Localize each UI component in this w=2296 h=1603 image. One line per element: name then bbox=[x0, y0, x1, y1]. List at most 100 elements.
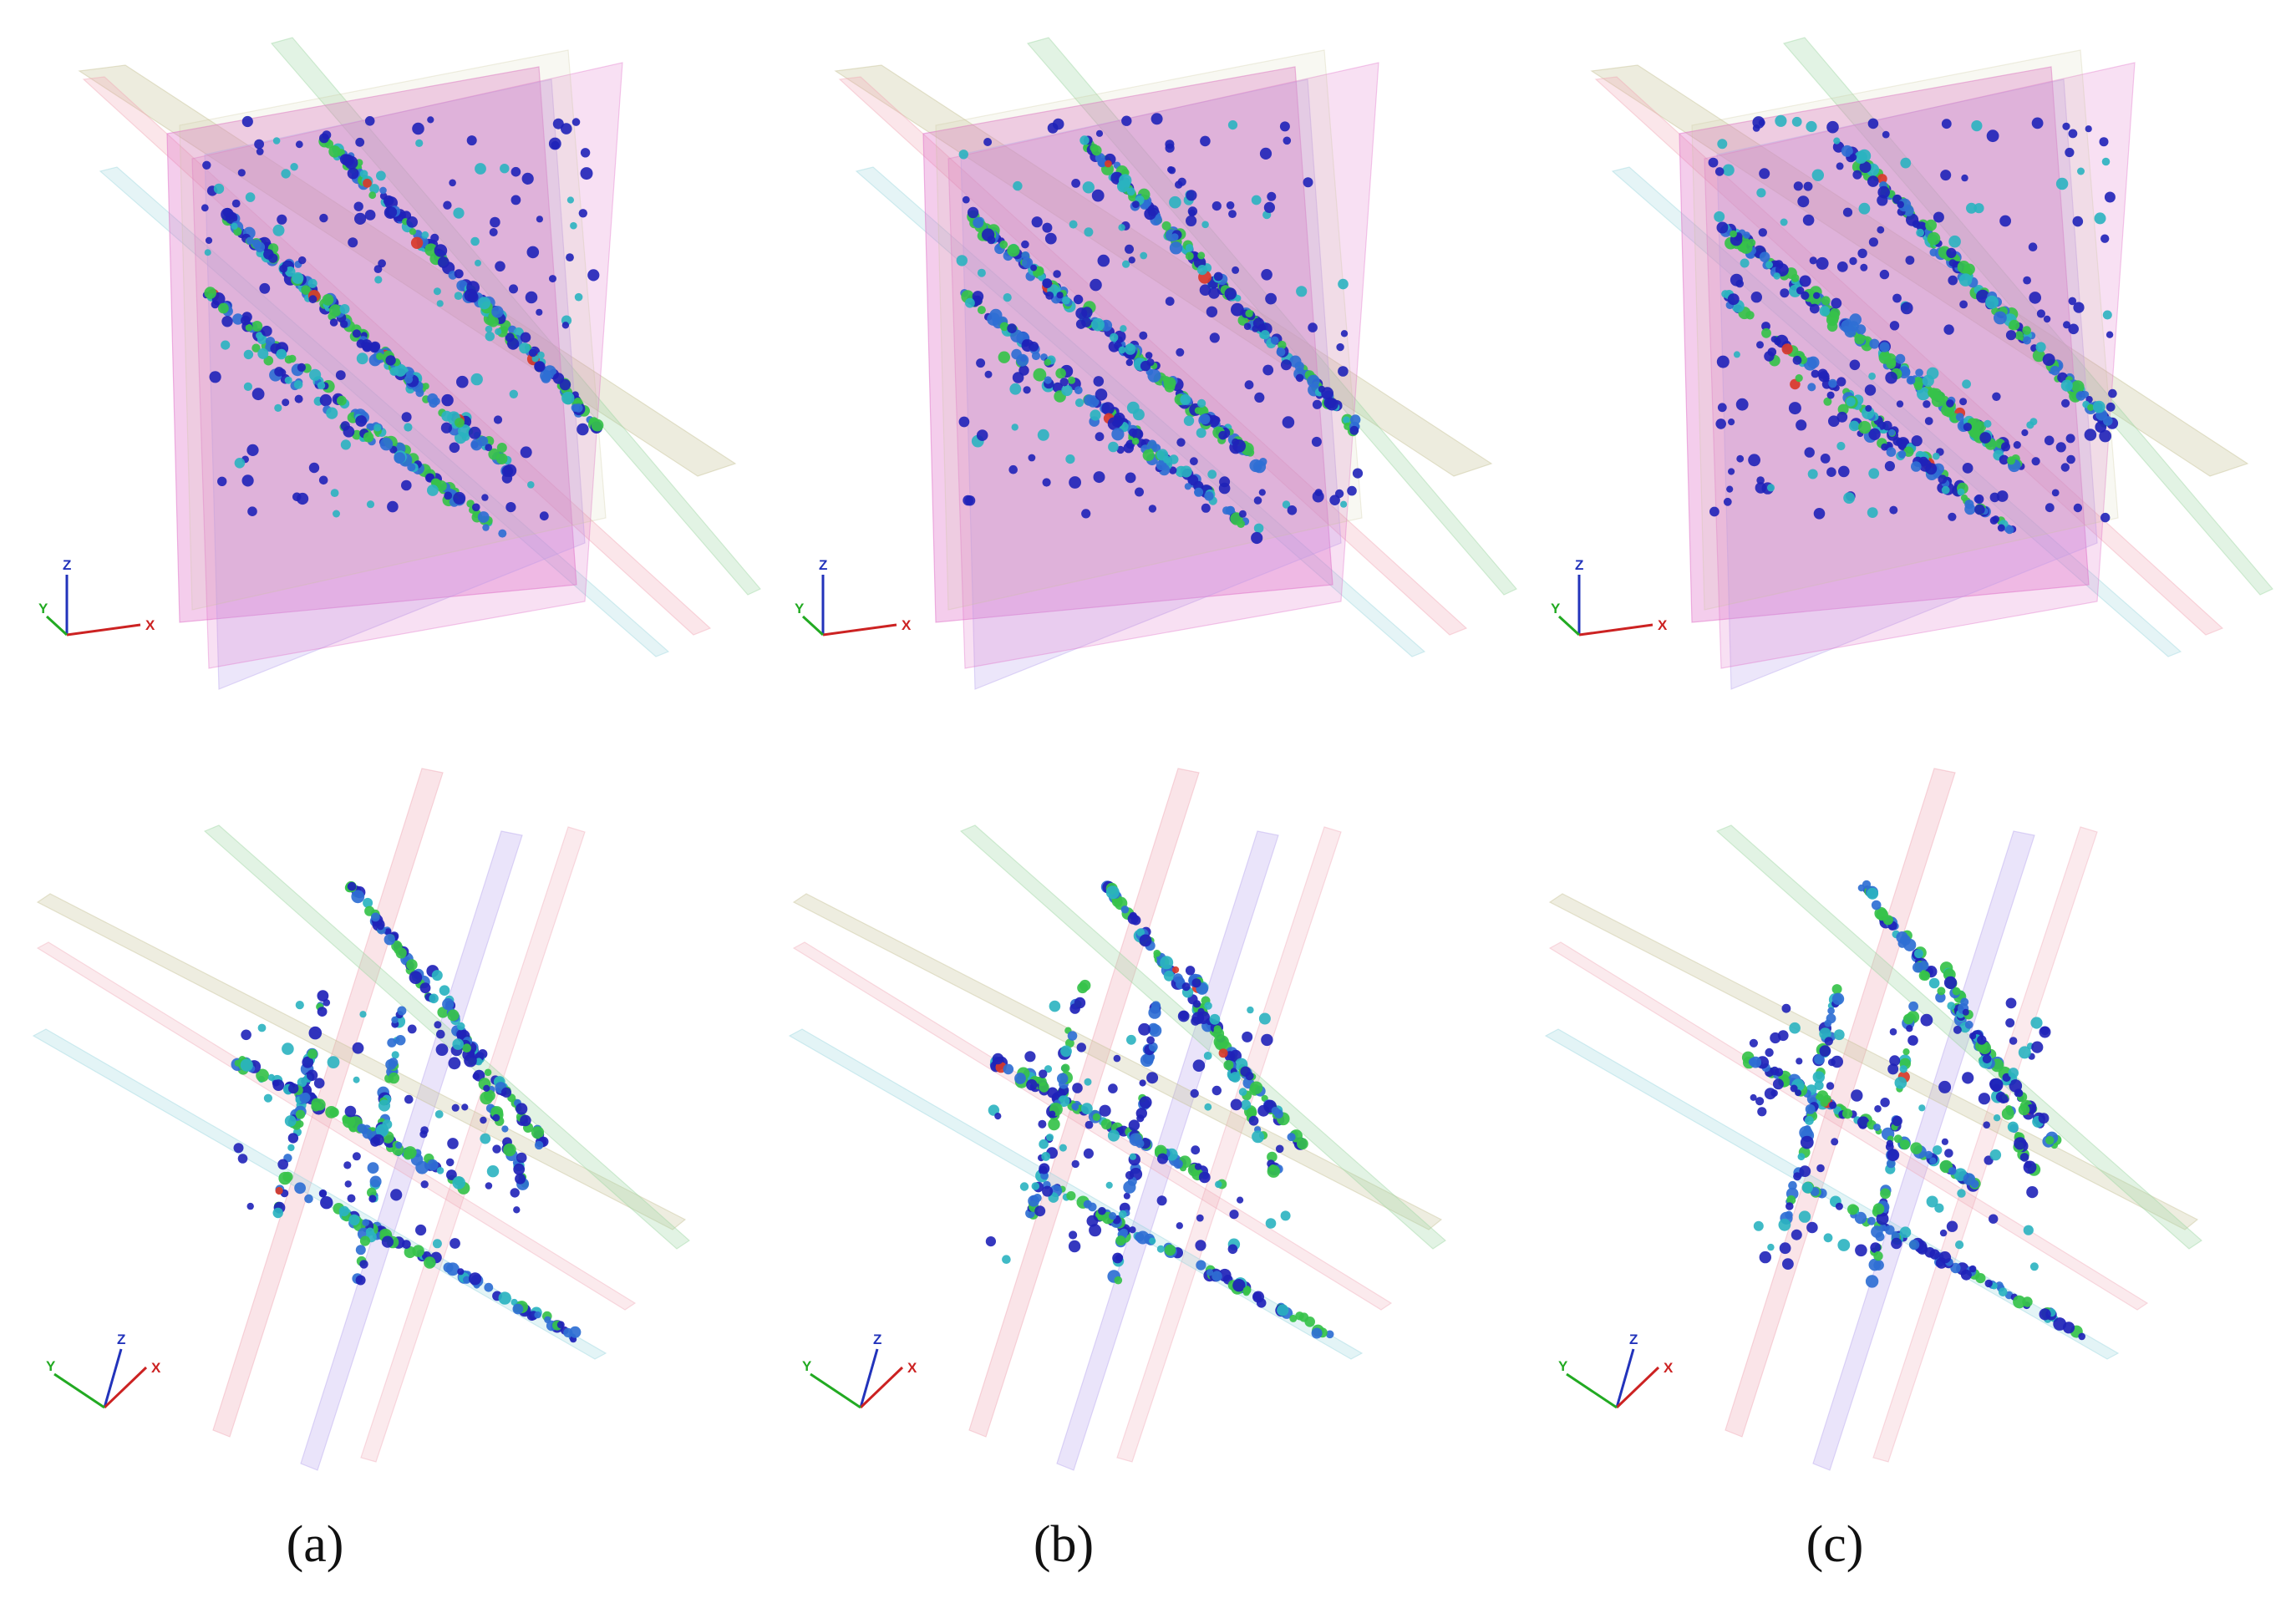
event-point bbox=[1915, 368, 1923, 378]
event-point bbox=[274, 367, 284, 377]
event-point bbox=[447, 1009, 460, 1022]
event-point bbox=[309, 368, 322, 381]
event-point bbox=[2009, 319, 2020, 331]
event-point bbox=[1831, 984, 1842, 995]
event-point bbox=[1948, 235, 1961, 248]
event-point bbox=[1081, 307, 1093, 318]
event-point bbox=[1224, 287, 1237, 300]
event-point bbox=[1191, 1145, 1201, 1155]
event-point bbox=[1129, 1133, 1143, 1146]
event-point bbox=[1999, 454, 2009, 465]
event-point bbox=[387, 500, 399, 513]
event-point bbox=[1792, 355, 1802, 365]
fracture-plane bbox=[36, 941, 637, 1311]
z-axis-label: Z bbox=[117, 1332, 125, 1347]
event-point bbox=[1877, 174, 1887, 184]
event-point bbox=[470, 373, 483, 386]
event-point bbox=[1232, 266, 1240, 274]
event-point bbox=[1297, 1138, 1308, 1150]
event-point bbox=[2065, 147, 2075, 158]
event-point bbox=[1859, 161, 1872, 174]
event-point bbox=[1770, 1032, 1781, 1044]
event-point bbox=[1120, 905, 1130, 914]
event-point bbox=[498, 1291, 511, 1305]
event-point bbox=[1048, 1118, 1060, 1131]
event-point bbox=[1933, 1145, 1943, 1155]
event-point bbox=[1181, 396, 1188, 403]
event-point bbox=[405, 370, 414, 378]
event-point bbox=[1151, 444, 1161, 453]
event-point bbox=[1758, 228, 1767, 237]
event-point bbox=[1111, 428, 1125, 441]
event-point bbox=[1066, 1191, 1076, 1201]
event-point bbox=[1039, 1082, 1049, 1093]
event-point bbox=[263, 1093, 272, 1103]
event-point bbox=[511, 166, 521, 177]
event-point bbox=[1959, 300, 1968, 309]
event-point bbox=[1289, 1314, 1298, 1322]
event-point bbox=[335, 370, 346, 380]
event-point bbox=[1011, 424, 1018, 431]
event-point bbox=[1352, 468, 1364, 479]
event-point bbox=[1218, 1048, 1228, 1058]
event-point bbox=[1230, 1072, 1241, 1083]
event-point bbox=[1223, 1060, 1234, 1070]
event-point bbox=[275, 1186, 283, 1195]
fracture-plane bbox=[834, 64, 1493, 477]
event-point bbox=[466, 135, 477, 146]
event-point bbox=[1295, 1311, 1304, 1321]
event-point bbox=[1990, 1282, 1998, 1290]
event-point bbox=[483, 1084, 490, 1092]
event-point bbox=[1895, 353, 1906, 364]
event-point bbox=[1092, 1113, 1100, 1121]
event-point bbox=[317, 990, 329, 1002]
event-point bbox=[1026, 1079, 1038, 1091]
event-point bbox=[1735, 279, 1744, 288]
event-point bbox=[2029, 292, 2041, 304]
event-point bbox=[1832, 141, 1845, 153]
event-point bbox=[446, 1169, 457, 1180]
event-point bbox=[1279, 121, 1290, 132]
event-point bbox=[512, 1303, 524, 1315]
event-point bbox=[1204, 491, 1214, 501]
event-point bbox=[464, 288, 478, 302]
event-point bbox=[1343, 416, 1350, 424]
event-point bbox=[1899, 1226, 1912, 1238]
event-point bbox=[2072, 216, 2084, 227]
event-point bbox=[394, 452, 406, 464]
event-point bbox=[2071, 380, 2085, 393]
event-point bbox=[1848, 420, 1860, 432]
event-point bbox=[1312, 399, 1323, 409]
event-point bbox=[1107, 1129, 1120, 1142]
event-point bbox=[1132, 200, 1140, 209]
event-point bbox=[444, 491, 453, 500]
event-point bbox=[1049, 1000, 1061, 1012]
event-point bbox=[257, 334, 267, 345]
event-point bbox=[1105, 885, 1120, 900]
event-point bbox=[329, 318, 338, 327]
event-point bbox=[520, 332, 531, 343]
event-point bbox=[1913, 381, 1923, 391]
event-point bbox=[1887, 1063, 1899, 1075]
event-point bbox=[1196, 1214, 1204, 1222]
event-point bbox=[1868, 468, 1880, 479]
event-point bbox=[1347, 485, 1357, 496]
event-point bbox=[489, 228, 498, 236]
event-point bbox=[1969, 1032, 1977, 1040]
event-point bbox=[1267, 191, 1277, 201]
event-point bbox=[2066, 454, 2075, 464]
event-point bbox=[501, 1125, 509, 1133]
event-point bbox=[1933, 211, 1944, 223]
event-point bbox=[1897, 200, 1904, 209]
event-point bbox=[1206, 1269, 1214, 1276]
event-point bbox=[1100, 1119, 1112, 1130]
caption-a: (a) bbox=[286, 1516, 344, 1573]
event-point bbox=[1147, 368, 1161, 383]
event-point bbox=[552, 118, 564, 129]
event-point bbox=[1953, 1025, 1962, 1034]
event-point bbox=[1775, 114, 1787, 127]
event-point bbox=[247, 506, 257, 516]
event-point bbox=[1830, 307, 1841, 318]
event-point bbox=[456, 375, 469, 388]
event-point bbox=[1163, 377, 1176, 390]
